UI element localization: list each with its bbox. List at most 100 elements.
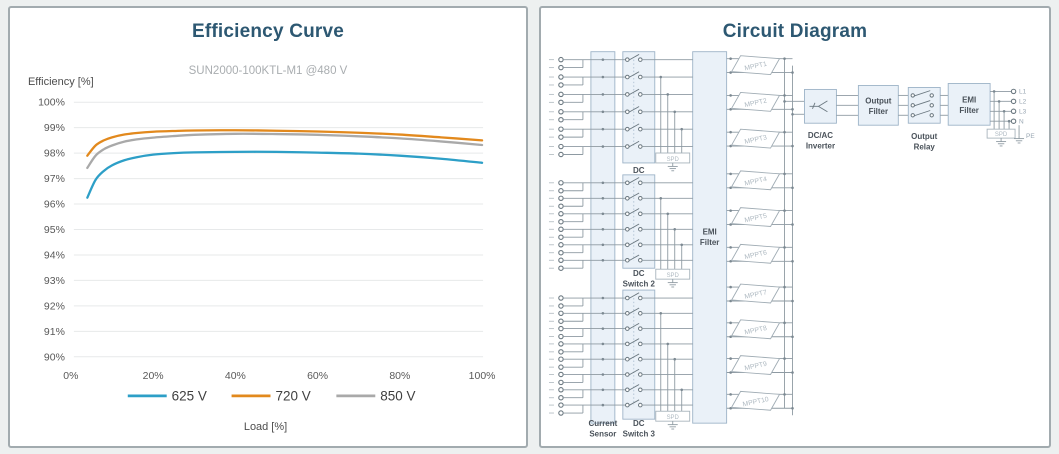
switch-icon — [625, 211, 630, 217]
junction-dot — [601, 110, 605, 114]
mppt-shape — [730, 390, 781, 411]
junction-dot — [791, 186, 794, 190]
wire — [628, 106, 640, 113]
switch-icon — [638, 402, 643, 408]
terminal-circle — [558, 333, 564, 340]
y-tick-label: 93% — [44, 275, 65, 287]
switch-icon — [625, 92, 630, 97]
mppt-shape — [730, 243, 781, 264]
terminal-circle — [558, 356, 564, 362]
junction-dot — [601, 145, 605, 148]
switch-icon — [625, 387, 630, 393]
terminal-circle — [558, 295, 564, 301]
junction-dot — [601, 75, 605, 79]
switch-icon — [929, 93, 934, 98]
junction-dot — [666, 342, 670, 346]
junction-dot — [783, 357, 786, 360]
junction-dot — [791, 406, 794, 410]
legend-label: 850 V — [380, 388, 415, 403]
terminal-circle — [558, 402, 564, 408]
wire — [628, 239, 640, 246]
terminal-circle — [558, 318, 564, 324]
terminal-circle — [558, 249, 564, 256]
y-tick-label: 98% — [44, 148, 65, 160]
switch-icon — [625, 144, 630, 149]
switch-icon — [910, 113, 915, 118]
terminal-circle — [558, 257, 564, 264]
diagram-label: SPD — [995, 132, 1008, 138]
diagram-label: EMI — [962, 95, 976, 104]
junction-dot — [729, 321, 732, 325]
switch-icon — [638, 211, 643, 217]
terminal-circle — [558, 310, 564, 317]
junction-dot — [783, 57, 786, 60]
mppt-label: MPPT1 — [744, 61, 768, 73]
switch-icon — [625, 74, 630, 80]
switch-icon — [638, 341, 643, 347]
wire — [818, 100, 828, 107]
switch-icon — [929, 113, 934, 118]
switch-icon — [625, 126, 630, 132]
diagram-label: N — [1019, 119, 1024, 126]
terminal-circle — [558, 265, 564, 271]
junction-dot — [601, 357, 605, 361]
junction-dot — [729, 357, 732, 360]
junction-dot — [601, 388, 605, 392]
junction-dot — [601, 181, 605, 185]
diagram-label: DC/AC — [808, 131, 834, 140]
legend-label: 625 V — [172, 388, 207, 403]
mppt-shape — [730, 55, 781, 76]
switch-icon — [638, 126, 643, 132]
efficiency-chart: 100% 99% 98% 97% 96% 95% 94% 93% 92% 91% 90% 0% 20% 4… — [28, 76, 496, 433]
junction-dot — [659, 312, 663, 315]
junction-dot — [1002, 110, 1006, 113]
terminal-circle — [558, 410, 564, 416]
diagram-label: DC — [633, 269, 645, 278]
diagram-label: PE — [1026, 133, 1035, 140]
terminal-circle — [558, 64, 564, 71]
junction-dot — [729, 246, 732, 249]
mppt-shape — [730, 283, 781, 304]
diagram-label: DC — [633, 166, 645, 175]
terminal-circle — [558, 349, 564, 355]
terminal-circle — [558, 371, 564, 378]
terminal-circle — [558, 74, 564, 80]
diagram-label: Relay — [914, 143, 936, 152]
switch-icon — [625, 402, 630, 408]
wire — [628, 399, 640, 406]
y-tick-label: 96% — [44, 199, 65, 211]
terminal-circle — [558, 188, 564, 194]
junction-dot — [783, 94, 786, 97]
terminal-circle — [558, 234, 564, 240]
series-line-625-v — [86, 150, 484, 199]
diagram-label: Output — [865, 96, 891, 105]
mppt-shape — [730, 319, 781, 340]
junction-dot — [791, 144, 794, 148]
terminal-circle — [558, 91, 564, 98]
mppt-label: MPPT5 — [744, 213, 768, 225]
mppt-label: MPPT7 — [744, 289, 768, 301]
switch-icon — [638, 144, 643, 149]
switch-icon — [625, 311, 630, 316]
switch-icon — [638, 311, 643, 316]
terminal-circle — [558, 242, 564, 248]
terminal-circle — [558, 126, 564, 132]
efficiency-curve-panel: Efficiency Curve SUN2000-100KTL-M1 @480 … — [8, 6, 528, 448]
switch-icon — [625, 227, 630, 232]
junction-dot — [673, 227, 677, 231]
wire — [628, 71, 640, 78]
y-tick-label: 100% — [38, 97, 65, 109]
diagram-label: SPD — [667, 415, 680, 421]
diagram-label: L3 — [1019, 109, 1027, 116]
wire — [628, 384, 640, 391]
junction-dot — [729, 172, 732, 176]
x-tick-label: 40% — [225, 370, 246, 382]
terminal-circle — [558, 394, 564, 401]
mppt-shape — [730, 207, 781, 227]
switch-icon — [625, 196, 630, 201]
wire — [628, 254, 640, 262]
y-tick-label: 94% — [44, 249, 65, 261]
wire — [628, 353, 640, 361]
wire — [628, 368, 640, 376]
